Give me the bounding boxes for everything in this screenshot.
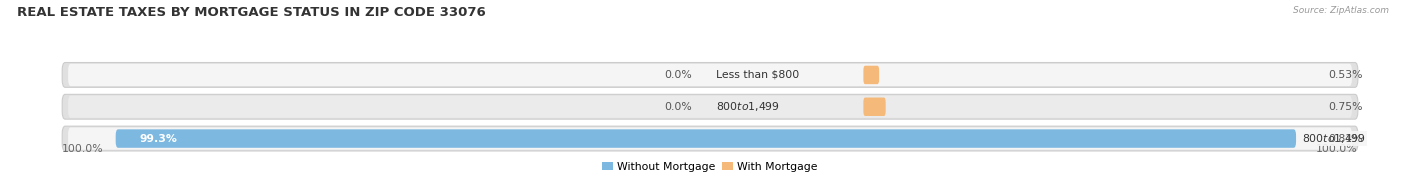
Text: 99.3%: 99.3% xyxy=(139,133,177,143)
FancyBboxPatch shape xyxy=(863,66,879,84)
Text: 100.0%: 100.0% xyxy=(62,144,104,154)
Text: 0.53%: 0.53% xyxy=(1329,70,1362,80)
FancyBboxPatch shape xyxy=(62,63,1358,87)
Text: Source: ZipAtlas.com: Source: ZipAtlas.com xyxy=(1294,6,1389,15)
Text: 0.0%: 0.0% xyxy=(665,70,692,80)
FancyBboxPatch shape xyxy=(67,127,1353,150)
FancyBboxPatch shape xyxy=(62,94,1358,119)
FancyBboxPatch shape xyxy=(863,98,886,116)
Text: 0.81%: 0.81% xyxy=(1329,133,1362,143)
FancyBboxPatch shape xyxy=(67,64,1353,86)
Text: Less than $800: Less than $800 xyxy=(716,70,799,80)
FancyBboxPatch shape xyxy=(62,126,1358,151)
Text: REAL ESTATE TAXES BY MORTGAGE STATUS IN ZIP CODE 33076: REAL ESTATE TAXES BY MORTGAGE STATUS IN … xyxy=(17,6,485,19)
Text: $800 to $1,499: $800 to $1,499 xyxy=(716,100,780,113)
FancyBboxPatch shape xyxy=(115,129,1296,148)
Text: 0.0%: 0.0% xyxy=(665,102,692,112)
FancyBboxPatch shape xyxy=(67,96,1353,118)
Legend: Without Mortgage, With Mortgage: Without Mortgage, With Mortgage xyxy=(602,162,818,172)
Text: 100.0%: 100.0% xyxy=(1316,144,1358,154)
Text: $800 to $1,499: $800 to $1,499 xyxy=(1302,132,1367,145)
Text: 0.75%: 0.75% xyxy=(1329,102,1362,112)
